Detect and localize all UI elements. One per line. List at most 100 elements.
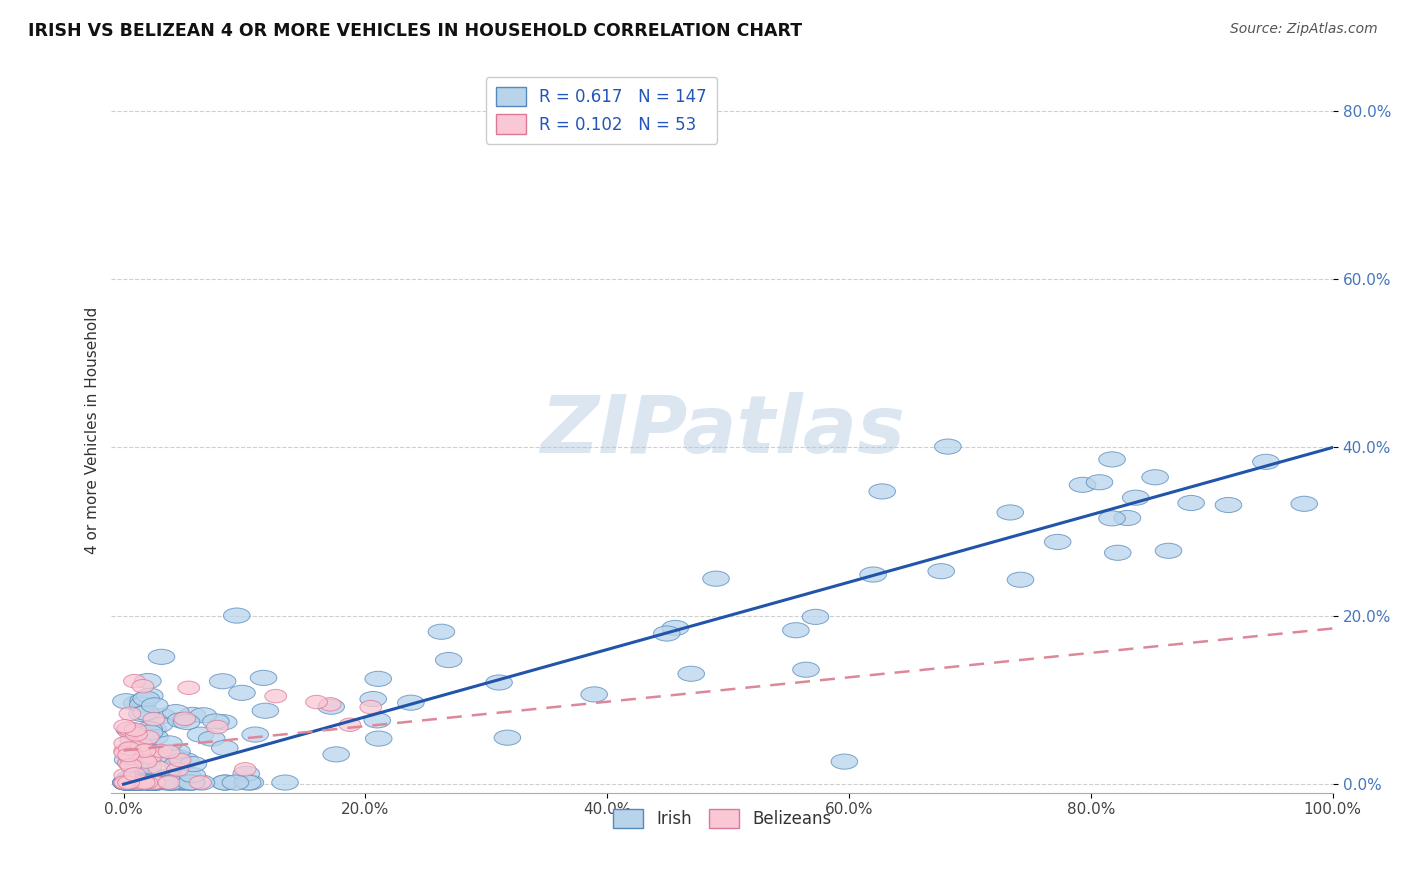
Ellipse shape [121,775,148,790]
Ellipse shape [360,700,381,714]
Ellipse shape [494,730,520,745]
Ellipse shape [124,775,150,790]
Ellipse shape [167,775,194,790]
Ellipse shape [125,775,152,790]
Ellipse shape [114,746,135,760]
Ellipse shape [112,775,139,790]
Ellipse shape [145,776,166,789]
Ellipse shape [112,775,139,790]
Ellipse shape [1142,470,1168,485]
Ellipse shape [143,775,170,790]
Ellipse shape [117,722,143,737]
Ellipse shape [139,775,166,790]
Ellipse shape [174,775,201,790]
Ellipse shape [134,775,160,790]
Ellipse shape [134,776,155,789]
Ellipse shape [1098,451,1125,467]
Ellipse shape [134,742,160,757]
Ellipse shape [156,769,183,784]
Ellipse shape [121,725,143,739]
Ellipse shape [129,743,156,758]
Ellipse shape [114,775,141,790]
Ellipse shape [319,698,342,711]
Ellipse shape [167,763,188,776]
Ellipse shape [117,722,139,736]
Ellipse shape [118,776,139,789]
Ellipse shape [125,723,146,737]
Ellipse shape [180,756,207,772]
Ellipse shape [138,775,165,790]
Ellipse shape [935,439,962,454]
Ellipse shape [112,775,139,790]
Ellipse shape [157,775,184,790]
Ellipse shape [134,691,159,706]
Ellipse shape [212,775,239,790]
Ellipse shape [581,687,607,702]
Ellipse shape [121,775,148,790]
Ellipse shape [139,722,166,737]
Ellipse shape [1215,498,1241,513]
Ellipse shape [125,728,148,741]
Ellipse shape [143,713,165,726]
Ellipse shape [427,624,454,640]
Ellipse shape [114,720,135,733]
Ellipse shape [157,745,180,758]
Ellipse shape [339,718,361,731]
Ellipse shape [136,776,157,789]
Ellipse shape [222,775,249,790]
Ellipse shape [136,688,163,703]
Ellipse shape [233,766,260,781]
Ellipse shape [485,675,512,690]
Ellipse shape [124,768,145,781]
Ellipse shape [323,747,350,762]
Ellipse shape [163,705,190,720]
Ellipse shape [1253,454,1279,469]
Ellipse shape [212,775,238,790]
Ellipse shape [135,758,162,773]
Ellipse shape [125,759,152,774]
Ellipse shape [364,713,391,728]
Ellipse shape [177,775,204,790]
Ellipse shape [662,620,689,635]
Ellipse shape [142,698,169,713]
Ellipse shape [118,748,139,762]
Ellipse shape [1070,477,1095,492]
Ellipse shape [207,721,228,734]
Ellipse shape [169,775,195,790]
Ellipse shape [117,773,143,789]
Ellipse shape [238,775,264,790]
Ellipse shape [135,775,162,790]
Ellipse shape [209,673,236,689]
Ellipse shape [114,776,135,789]
Ellipse shape [165,756,191,772]
Ellipse shape [252,703,278,718]
Ellipse shape [129,693,156,708]
Ellipse shape [157,775,184,790]
Ellipse shape [831,754,858,769]
Ellipse shape [117,771,143,786]
Ellipse shape [136,722,162,737]
Ellipse shape [174,712,195,725]
Ellipse shape [148,649,174,665]
Ellipse shape [159,775,186,790]
Ellipse shape [1098,511,1125,526]
Ellipse shape [120,732,146,747]
Ellipse shape [1114,510,1140,525]
Ellipse shape [271,775,298,790]
Ellipse shape [703,571,730,586]
Ellipse shape [179,681,200,695]
Ellipse shape [120,751,142,764]
Ellipse shape [138,775,165,790]
Ellipse shape [654,626,681,641]
Ellipse shape [1156,543,1182,558]
Ellipse shape [678,666,704,681]
Ellipse shape [121,747,142,761]
Ellipse shape [136,775,163,790]
Ellipse shape [177,775,204,790]
Ellipse shape [120,707,141,721]
Ellipse shape [172,753,198,768]
Ellipse shape [114,768,135,782]
Ellipse shape [136,775,163,790]
Ellipse shape [150,744,172,758]
Ellipse shape [118,756,139,770]
